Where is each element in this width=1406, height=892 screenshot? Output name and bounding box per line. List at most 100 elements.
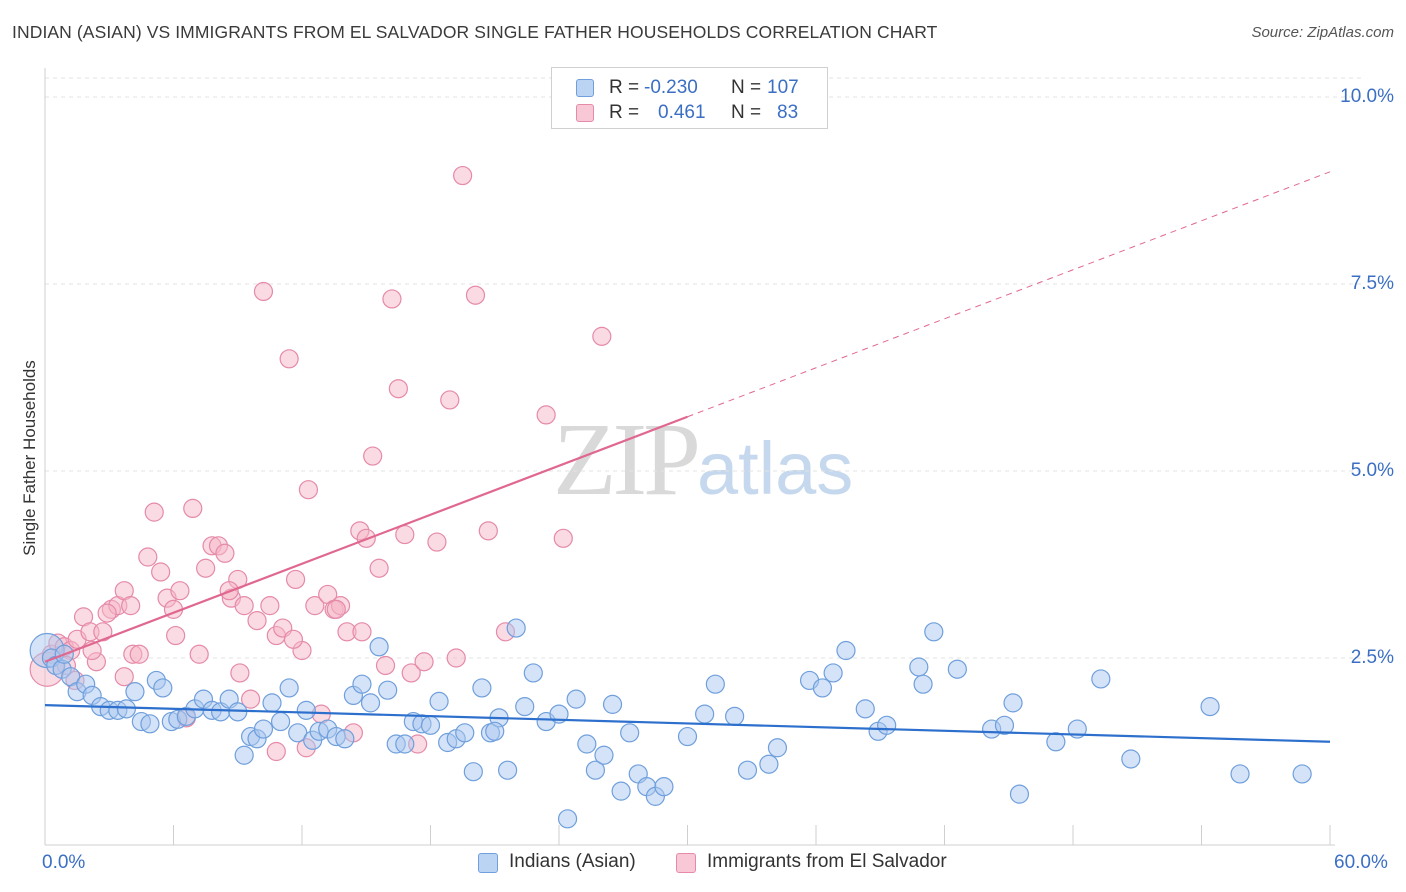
el-salvador-trend-extension bbox=[687, 171, 1331, 418]
blue-swatch-icon bbox=[478, 853, 498, 873]
indian-asian-point bbox=[654, 777, 674, 797]
indian-asian-point bbox=[1009, 784, 1030, 804]
el-salvador-point bbox=[453, 165, 473, 186]
el-salvador-point bbox=[326, 599, 346, 619]
indian-asian-point bbox=[611, 781, 631, 801]
el-salvador-point bbox=[253, 281, 274, 302]
el-salvador-point bbox=[440, 390, 460, 410]
indian-asian-point bbox=[677, 726, 698, 747]
el-salvador-point bbox=[230, 663, 250, 683]
el-salvador-point bbox=[183, 498, 203, 518]
blue-swatch-icon bbox=[576, 79, 594, 97]
el-salvador-point bbox=[97, 603, 117, 623]
indian-asian-point bbox=[836, 640, 856, 661]
indian-asian-point bbox=[279, 678, 299, 698]
el-salvador-point bbox=[151, 562, 171, 582]
indian-asian-point bbox=[1046, 732, 1066, 752]
el-salvador-point bbox=[138, 547, 158, 567]
el-salvador-point bbox=[305, 596, 325, 616]
r-label: R = bbox=[609, 77, 640, 98]
x-tick-max: 60.0% bbox=[1334, 852, 1388, 873]
el-salvador-point bbox=[196, 558, 216, 578]
indian-asian-point bbox=[924, 622, 944, 642]
el-salvador-trend-line bbox=[44, 415, 688, 663]
el-salvador-point bbox=[375, 655, 396, 676]
correlation-legend: R = -0.230 N = 107 R = 0.461 N = 83 bbox=[551, 67, 828, 129]
x-tick-min: 0.0% bbox=[42, 852, 86, 873]
indian-asian-point bbox=[909, 657, 929, 677]
indian-asian-point bbox=[270, 711, 291, 732]
indian-asian-point bbox=[455, 723, 475, 743]
y-tick-label: 7.5% bbox=[1350, 273, 1394, 294]
indian-asian-point bbox=[585, 760, 606, 780]
el-salvador-point bbox=[114, 667, 134, 687]
indian-asian-point bbox=[877, 715, 897, 735]
legend-label: Indians (Asian) bbox=[509, 851, 636, 872]
indian-asian-point bbox=[485, 721, 505, 741]
indian-asian-point bbox=[1230, 764, 1250, 784]
indian-asian-point bbox=[737, 760, 758, 780]
indian-asian-trend-line bbox=[44, 704, 1331, 743]
source-label: Source: ZipAtlas.com bbox=[1251, 24, 1394, 41]
indian-asian-point bbox=[253, 719, 274, 739]
y-tick-label: 2.5% bbox=[1350, 647, 1394, 668]
el-salvador-point bbox=[352, 622, 372, 642]
indian-asian-point bbox=[705, 674, 725, 694]
n-value: 107 bbox=[767, 77, 799, 98]
el-salvador-point bbox=[260, 596, 280, 616]
r-value: -0.230 bbox=[644, 77, 698, 98]
el-salvador-point bbox=[414, 652, 434, 672]
indian-asian-point bbox=[463, 762, 483, 782]
indian-asian-point bbox=[395, 734, 415, 754]
indian-asian-point bbox=[498, 760, 518, 780]
el-salvador-point bbox=[401, 663, 421, 683]
n-value: 83 bbox=[777, 102, 799, 123]
el-salvador-point bbox=[247, 610, 267, 631]
indian-asian-point bbox=[429, 691, 449, 711]
indian-asian-point bbox=[577, 734, 597, 754]
indian-asian-point bbox=[1091, 669, 1111, 689]
indian-asian-point bbox=[855, 699, 875, 719]
grid-lines bbox=[45, 77, 1365, 659]
indian-asian-point bbox=[515, 697, 535, 717]
indian-asian-point bbox=[296, 700, 316, 720]
r-label: R = bbox=[609, 102, 640, 123]
el-salvador-point bbox=[121, 596, 141, 616]
el-salvador-point bbox=[427, 532, 447, 552]
el-salvador-point bbox=[170, 581, 190, 601]
indian-asian-point bbox=[472, 678, 492, 698]
indian-asian-point bbox=[620, 723, 640, 743]
indian-asian-point bbox=[153, 678, 173, 698]
indian-asian-point bbox=[759, 754, 779, 774]
pink-swatch-icon bbox=[576, 104, 594, 122]
axes bbox=[44, 68, 1335, 846]
el-salvador-point bbox=[189, 644, 209, 664]
el-salvador-point bbox=[241, 689, 261, 709]
indian-asian-point bbox=[823, 663, 843, 683]
n-label: N = bbox=[731, 102, 762, 123]
indian-asian-point bbox=[594, 745, 614, 765]
el-salvador-point bbox=[144, 502, 164, 522]
el-salvador-point bbox=[215, 543, 235, 563]
el-salvador-point bbox=[166, 625, 186, 646]
indian-asian-point bbox=[352, 674, 372, 694]
indian-asian-point bbox=[125, 682, 145, 702]
trend-lines bbox=[44, 171, 1331, 743]
indian-asian-point bbox=[1003, 693, 1023, 713]
indian-asian-point bbox=[116, 699, 136, 719]
indian-asian-points bbox=[29, 618, 1312, 829]
indian-asian-point bbox=[378, 680, 398, 700]
legend-label: Immigrants from El Salvador bbox=[707, 851, 947, 872]
indian-asian-point bbox=[725, 706, 745, 726]
el-salvador-point bbox=[285, 569, 306, 590]
el-salvador-point bbox=[388, 379, 408, 399]
el-salvador-point bbox=[298, 480, 319, 500]
indian-asian-point bbox=[140, 714, 160, 734]
indian-asian-point bbox=[947, 659, 967, 679]
el-salvador-point bbox=[279, 349, 299, 369]
indian-asian-point bbox=[234, 745, 254, 765]
el-salvador-point bbox=[363, 446, 383, 466]
indian-asian-point bbox=[420, 715, 441, 735]
indian-asian-point bbox=[913, 674, 933, 694]
